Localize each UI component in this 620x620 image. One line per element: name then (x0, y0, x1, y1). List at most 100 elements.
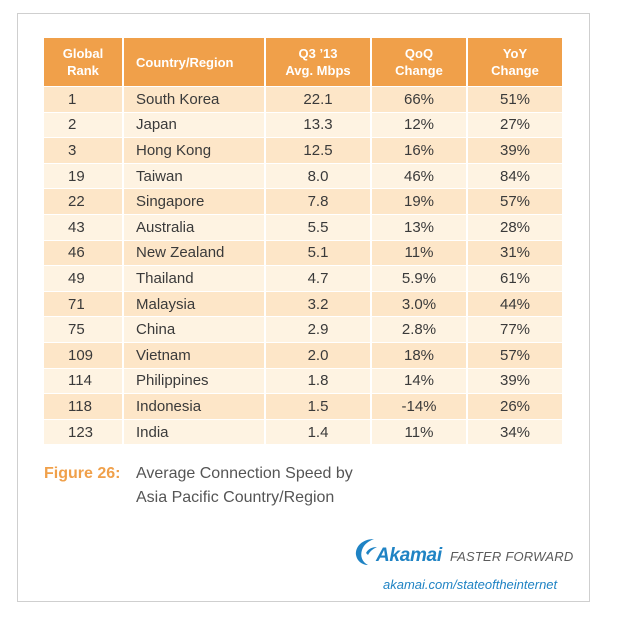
cell-qoq-change: 3.0% (372, 290, 468, 317)
caption-line-1: Average Connection Speed by (136, 465, 353, 482)
table-row: 114 Philippines 1.8 14% 39% (44, 367, 562, 394)
table-row: 75 China 2.9 2.8% 77% (44, 316, 562, 342)
cell-qoq-change: 16% (372, 137, 468, 163)
table-header-row: Global Rank Country/Region Q3 ’13 Avg. M… (44, 38, 562, 86)
figure-caption: Figure 26: Average Connection Speed by A… (44, 462, 353, 506)
cell-avg-mbps: 2.0 (266, 341, 372, 368)
cell-avg-mbps: 7.8 (266, 188, 372, 214)
cell-country: Malaysia (124, 290, 266, 317)
header-global-rank: Global Rank (44, 38, 124, 86)
cell-avg-mbps: 4.7 (266, 265, 372, 291)
cell-avg-mbps: 1.4 (266, 418, 372, 445)
cell-yoy-change: 27% (468, 111, 562, 138)
caption-line-2: Asia Pacific Country/Region (136, 489, 335, 506)
cell-yoy-change: 34% (468, 418, 562, 445)
table-row: 43 Australia 5.5 13% 28% (44, 213, 562, 240)
cell-qoq-change: 18% (372, 341, 468, 368)
cell-avg-mbps: 22.1 (266, 86, 372, 112)
cell-yoy-change: 84% (468, 162, 562, 189)
cell-avg-mbps: 2.9 (266, 316, 372, 342)
cell-rank: 75 (44, 316, 124, 342)
header-yoy-change: YoY Change (468, 38, 562, 86)
cell-qoq-change: 5.9% (372, 265, 468, 291)
cell-yoy-change: 61% (468, 265, 562, 291)
cell-yoy-change: 51% (468, 86, 562, 112)
cell-rank: 2 (44, 111, 124, 138)
cell-country: Singapore (124, 188, 266, 214)
cell-rank: 1 (44, 86, 124, 112)
cell-avg-mbps: 13.3 (266, 111, 372, 138)
cell-country: China (124, 316, 266, 342)
akamai-branding: Akamai FASTER FORWARD (352, 536, 582, 568)
cell-rank: 43 (44, 213, 124, 240)
cell-yoy-change: 31% (468, 239, 562, 266)
table-row: 2 Japan 13.3 12% 27% (44, 111, 562, 138)
cell-avg-mbps: 5.5 (266, 213, 372, 240)
cell-yoy-change: 57% (468, 188, 562, 214)
cell-yoy-change: 39% (468, 137, 562, 163)
cell-avg-mbps: 3.2 (266, 290, 372, 317)
figure-label: Figure 26: (44, 465, 121, 482)
figure-caption-text: Average Connection Speed by Asia Pacific… (136, 462, 376, 510)
cell-avg-mbps: 1.8 (266, 367, 372, 394)
cell-yoy-change: 26% (468, 393, 562, 419)
cell-qoq-change: 2.8% (372, 316, 468, 342)
table-row: 22 Singapore 7.8 19% 57% (44, 188, 562, 214)
cell-country: Thailand (124, 265, 266, 291)
cell-qoq-change: 13% (372, 213, 468, 240)
cell-qoq-change: 11% (372, 418, 468, 445)
brand-name: Akamai (376, 545, 442, 566)
cell-rank: 49 (44, 265, 124, 291)
cell-country: Philippines (124, 367, 266, 394)
table-row: 71 Malaysia 3.2 3.0% 44% (44, 290, 562, 317)
brand-tagline: FASTER FORWARD (450, 549, 574, 564)
cell-yoy-change: 39% (468, 367, 562, 394)
cell-rank: 19 (44, 162, 124, 189)
cell-country: India (124, 418, 266, 445)
cell-country: Vietnam (124, 341, 266, 368)
table-row: 123 India 1.4 11% 34% (44, 418, 562, 445)
cell-qoq-change: 66% (372, 86, 468, 112)
cell-rank: 46 (44, 239, 124, 266)
cell-country: New Zealand (124, 239, 266, 266)
brand-url: akamai.com/stateoftheinternet (383, 577, 558, 592)
cell-qoq-change: 11% (372, 239, 468, 266)
cell-avg-mbps: 8.0 (266, 162, 372, 189)
cell-rank: 3 (44, 137, 124, 163)
cell-qoq-change: 19% (372, 188, 468, 214)
header-qoq-change: QoQ Change (372, 38, 468, 86)
cell-yoy-change: 57% (468, 341, 562, 368)
cell-rank: 22 (44, 188, 124, 214)
table-row: 3 Hong Kong 12.5 16% 39% (44, 137, 562, 163)
cell-rank: 109 (44, 341, 124, 368)
cell-avg-mbps: 12.5 (266, 137, 372, 163)
akamai-swoosh-icon (355, 539, 377, 565)
cell-yoy-change: 77% (468, 316, 562, 342)
header-avg-mbps: Q3 ’13 Avg. Mbps (266, 38, 372, 86)
cell-yoy-change: 44% (468, 290, 562, 317)
cell-rank: 71 (44, 290, 124, 317)
cell-qoq-change: 12% (372, 111, 468, 138)
cell-rank: 118 (44, 393, 124, 419)
table-row: 1 South Korea 22.1 66% 51% (44, 86, 562, 112)
table-row: 109 Vietnam 2.0 18% 57% (44, 341, 562, 368)
cell-avg-mbps: 5.1 (266, 239, 372, 266)
cell-rank: 114 (44, 367, 124, 394)
table-row: 118 Indonesia 1.5 -14% 26% (44, 393, 562, 419)
cell-country: Taiwan (124, 162, 266, 189)
cell-country: Japan (124, 111, 266, 138)
table-body: 1 South Korea 22.1 66% 51% 2 Japan 13.3 12% 27% 3 H… (44, 86, 562, 445)
cell-qoq-change: 46% (372, 162, 468, 189)
connection-speed-table: Global Rank Country/Region Q3 ’13 Avg. M… (44, 38, 562, 445)
table-row: 46 New Zealand 5.1 11% 31% (44, 239, 562, 266)
cell-avg-mbps: 1.5 (266, 393, 372, 419)
cell-country: Hong Kong (124, 137, 266, 163)
table-row: 49 Thailand 4.7 5.9% 61% (44, 265, 562, 291)
cell-yoy-change: 28% (468, 213, 562, 240)
cell-qoq-change: -14% (372, 393, 468, 419)
cell-country: South Korea (124, 86, 266, 112)
cell-qoq-change: 14% (372, 367, 468, 394)
cell-country: Indonesia (124, 393, 266, 419)
header-country-region: Country/Region (124, 38, 266, 86)
cell-rank: 123 (44, 418, 124, 445)
